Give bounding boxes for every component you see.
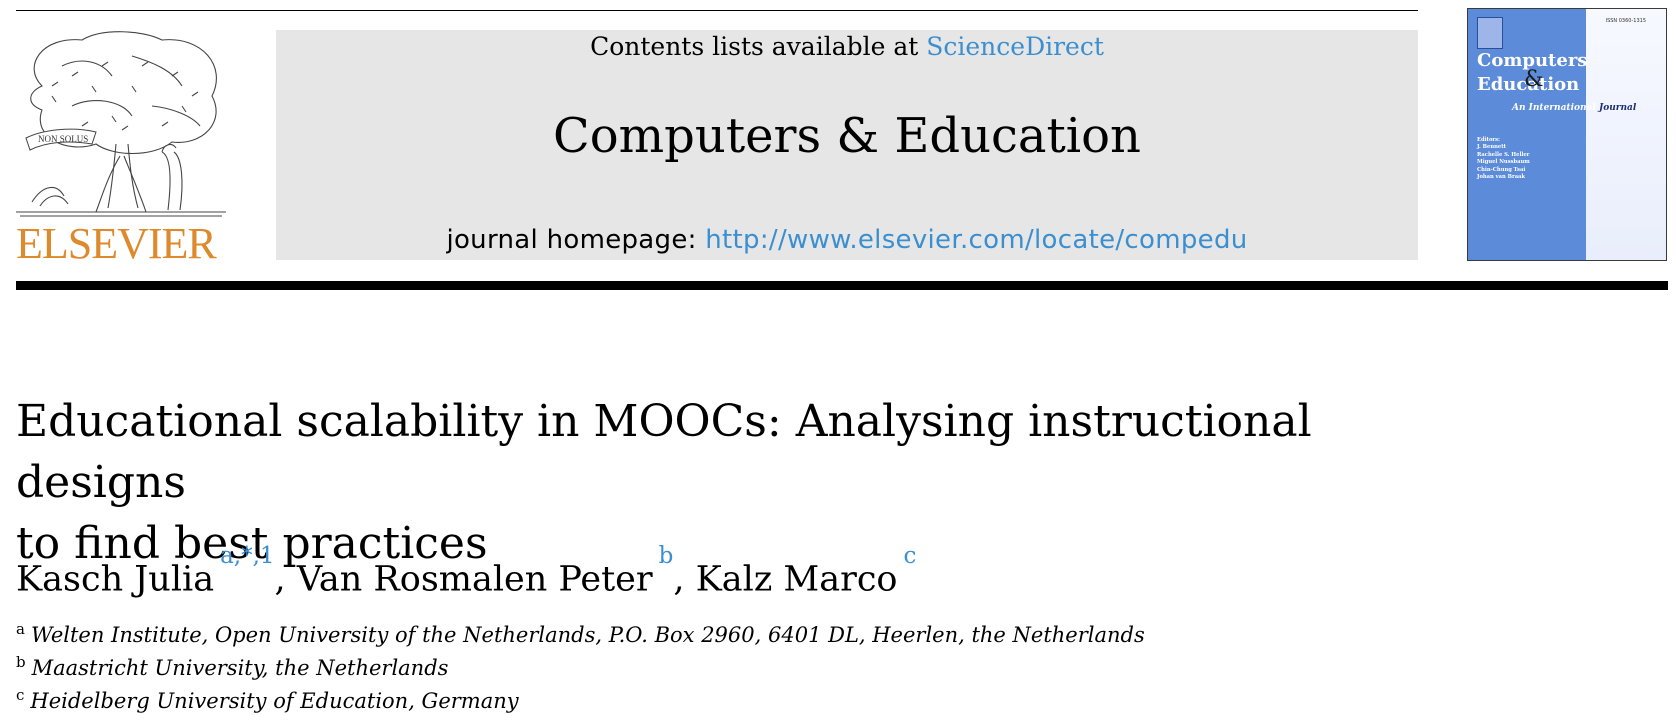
affiliation-text: Welten Institute, Open University of the… [30,623,1145,647]
elsevier-tree-emblem-icon: NON SOLUS [16,31,226,217]
contents-available-line: Contents lists available at ScienceDirec… [276,30,1418,64]
header-divider [16,281,1668,290]
cover-elsevier-logo-icon [1477,17,1503,49]
cover-title-line1: Computers [1477,50,1588,71]
author-affiliation-marks[interactable]: a,*,1 [220,543,275,569]
affiliation-item: c Heidelberg University of Education, Ger… [16,686,1145,719]
article-title-line2: to find best practices [16,518,488,569]
author-affiliation-marks[interactable]: c [903,543,917,569]
affiliation-text: Maastricht University, the Netherlands [31,656,449,680]
affiliation-text: Heidelberg University of Education, Germ… [30,689,519,713]
article-title-line1: Educational scalability in MOOCs: Analys… [16,396,1312,508]
sciencedirect-link[interactable]: ScienceDirect [926,32,1104,61]
cover-editor: Miguel Nussbaum [1477,159,1530,166]
elsevier-wordmark: ELSEVIER [16,219,217,268]
journal-banner: Contents lists available at ScienceDirec… [276,30,1418,260]
author-name[interactable]: Kalz Marco [695,559,898,600]
author-list: Kasch Juliaa,*,1, Van Rosmalen Peterb, K… [16,543,916,604]
cover-light-panel [1586,9,1666,260]
cover-title: Computers Education [1477,49,1587,97]
affiliation-list: a Welten Institute, Open University of th… [16,620,1145,719]
affiliation-mark: b [16,653,26,671]
cover-issn-mark: ISSN 0360-1315 [1605,18,1646,24]
affiliation-mark: a [16,620,25,638]
author-separator: , [274,559,297,600]
cover-editor: J. Bennett [1477,144,1506,151]
homepage-prefix: journal homepage: [446,225,706,255]
cover-subtitle-b: Journal [1598,103,1637,113]
contents-prefix: Contents lists available at [590,32,927,61]
author-affiliation-marks[interactable]: b [658,543,674,569]
header-top-rule [16,10,1418,11]
cover-editor: Rachelle S. Heller [1477,151,1530,158]
cover-editor: Chin-Chung Tsai [1477,166,1526,173]
cover-editors: Editors: J. Bennett Rachelle S. Heller M… [1477,137,1530,181]
cover-subtitle-a: An International [1512,103,1596,113]
affiliation-item: b Maastricht University, the Netherlands [16,653,1145,686]
affiliation-mark: c [16,686,25,704]
cover-editor: Johan van Braak [1477,174,1526,181]
elsevier-logo[interactable]: NON SOLUS ELSEVIER [12,26,230,268]
journal-title: Computers & Education [553,108,1141,164]
cover-editors-label: Editors: [1477,137,1500,143]
article-title: Educational scalability in MOOCs: Analys… [16,391,1446,574]
affiliation-item: a Welten Institute, Open University of th… [16,620,1145,653]
author-name[interactable]: Van Rosmalen Peter [296,559,653,600]
cover-ampersand: & [1524,67,1544,92]
author-separator: , [673,559,696,600]
journal-cover-image[interactable]: ISSN 0360-1315 Computers Education & An … [1467,8,1667,261]
cover-subtitle: An International Journal [1512,103,1636,113]
journal-homepage-link[interactable]: http://www.elsevier.com/locate/compedu [705,225,1248,255]
author-name[interactable]: Kasch Julia [16,559,215,600]
cover-title-line2: Education [1477,74,1580,95]
cover-blue-panel [1468,9,1586,260]
journal-homepage-line: journal homepage: http://www.elsevier.co… [276,222,1418,258]
elsevier-motto: NON SOLUS [38,134,88,144]
